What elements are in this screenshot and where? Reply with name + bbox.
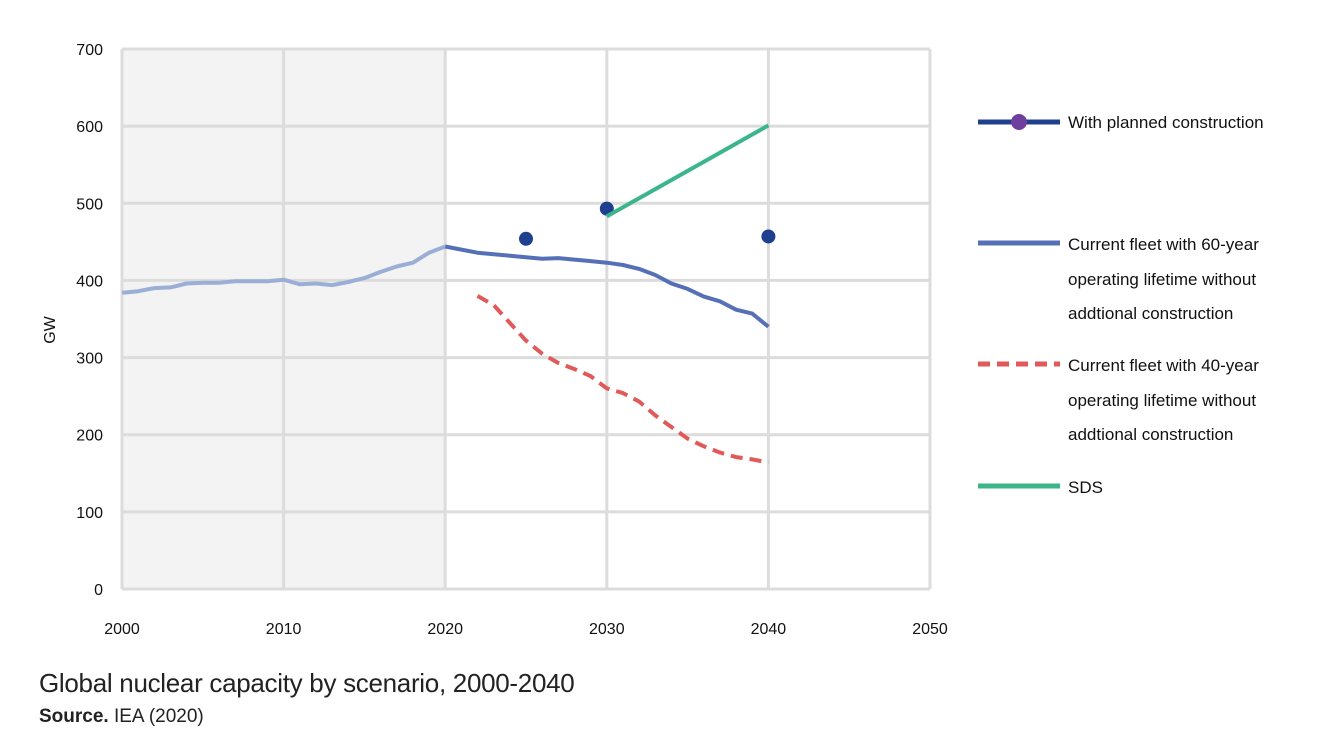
legend-swatch-planned	[978, 114, 1060, 130]
legend-swatch-sds	[978, 483, 1060, 489]
series-line-sds	[605, 123, 770, 219]
planned-construction-point	[519, 231, 533, 246]
series-line-60-year	[444, 244, 770, 329]
y-tick-label: 200	[76, 428, 103, 445]
x-tick-label: 2040	[751, 621, 787, 638]
x-tick-label: 2050	[912, 621, 948, 638]
legend-line: With planned construction	[1068, 113, 1264, 132]
legend-line: operating lifetime without	[1068, 269, 1257, 289]
legend-label-40-year: Current fleet with 40-year operating lif…	[1068, 349, 1308, 453]
legend-line: operating lifetime without	[1068, 390, 1257, 410]
legend-swatch-40-year	[978, 361, 1060, 367]
legend-label-planned: With planned construction	[1068, 106, 1308, 141]
y-tick-label: 500	[76, 196, 103, 213]
y-tick-label: 600	[76, 119, 103, 136]
legend-line: addtional construction	[1068, 425, 1234, 444]
chart-caption-title: Global nuclear capacity by scenario, 200…	[39, 668, 575, 698]
series-layer	[121, 123, 776, 465]
x-tick-label: 2020	[427, 621, 463, 638]
legend-line: Current fleet with 40-year	[1068, 356, 1259, 375]
y-tick-label: 400	[76, 273, 103, 290]
series-line-60-year-historical	[121, 244, 446, 295]
x-tick-label: 2000	[104, 621, 140, 638]
legend-label-sds: SDS	[1068, 471, 1308, 506]
y-tick-label: 100	[76, 505, 103, 522]
x-tick-label: 2010	[266, 621, 302, 638]
y-tick-label: 300	[76, 351, 103, 368]
planned-construction-point	[761, 229, 776, 244]
y-axis-ticks: 0 100 200 300 400 500 600 700	[76, 42, 103, 599]
y-axis-label: GW	[42, 315, 59, 343]
legend-line: addtional construction	[1068, 304, 1234, 323]
legend-swatch-60-year	[978, 240, 1060, 246]
gridlines	[120, 47, 932, 591]
source-note: Source. IEA (2020)	[39, 706, 204, 728]
y-tick-label: 700	[76, 42, 103, 59]
source-text: IEA (2020)	[113, 706, 204, 727]
legend-label-60-year: Current fleet with 60-year operating lif…	[1068, 228, 1308, 332]
source-label: Source.	[39, 706, 109, 727]
legend-line: SDS	[1068, 478, 1103, 497]
x-axis-ticks: 2000 2010 2020 2030 2040 2050	[104, 621, 948, 638]
series-line-40-year	[476, 294, 769, 465]
legend-line: Current fleet with 60-year	[1068, 235, 1259, 254]
x-tick-label: 2030	[589, 621, 625, 638]
y-tick-label: 0	[94, 582, 103, 599]
